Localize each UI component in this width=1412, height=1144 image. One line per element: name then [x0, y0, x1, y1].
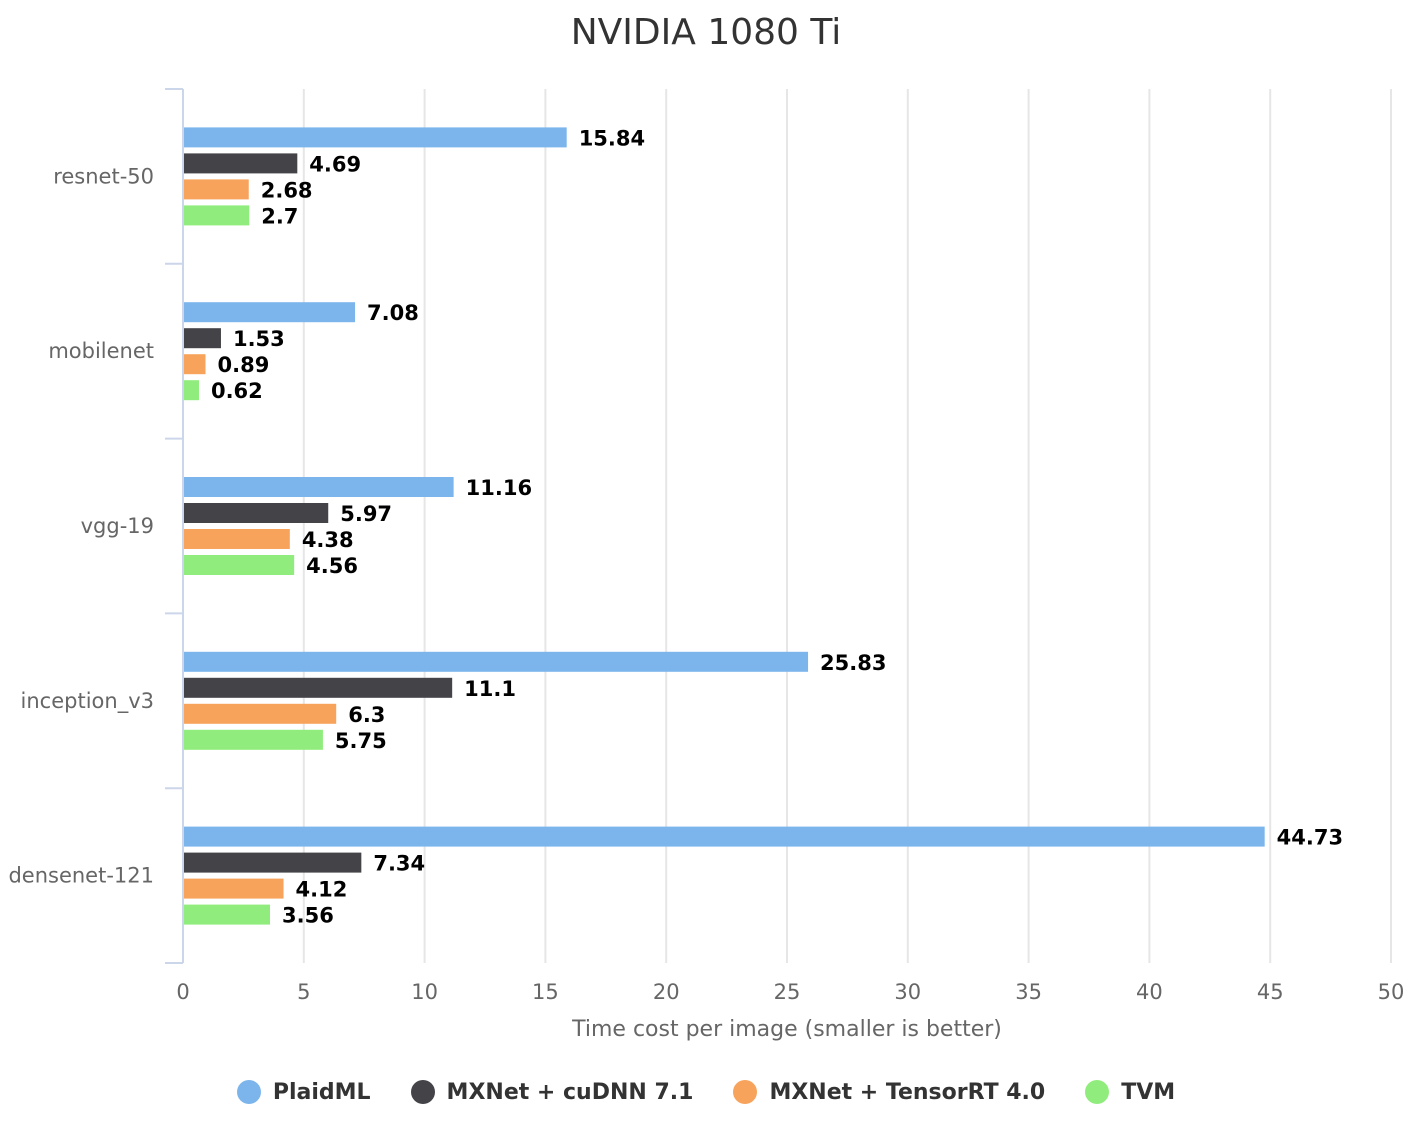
grid-lines: [302, 89, 1392, 963]
x-tick-label: 20: [653, 980, 680, 1004]
chart-title: NVIDIA 1080 Ti: [570, 12, 842, 53]
bar: [184, 354, 206, 375]
bar: [184, 529, 290, 549]
bar: [184, 651, 809, 672]
data-label: 4.69: [309, 152, 361, 176]
category-labels: resnet-50 mobilenet vgg-19 inception_v3dens…: [8, 164, 154, 887]
legend-item[interactable]: TVM: [1085, 1080, 1175, 1105]
data-label: 11.1: [464, 677, 516, 701]
legend-marker-icon: [733, 1080, 758, 1104]
legend-item[interactable]: PlaidML: [236, 1079, 371, 1105]
x-tick-label: 45: [1257, 980, 1284, 1004]
data-label: 2.68: [261, 178, 313, 202]
legend-marker-icon: [1085, 1080, 1110, 1104]
legend-label: PlaidML: [272, 1079, 371, 1105]
data-label: 7.34: [373, 852, 425, 876]
legend: PlaidML MXNet + cuDNN 7.1 MXNet + TensorRT…: [0, 1072, 1412, 1112]
bar: [184, 555, 295, 575]
bar: [184, 729, 323, 750]
legend-label: MXNet + TensorRT 4.0: [769, 1079, 1046, 1105]
data-label: 11.16: [466, 476, 532, 500]
data-label: 0.89: [218, 353, 270, 377]
data-label: 7.08: [367, 301, 419, 325]
data-label: 4.38: [302, 528, 354, 552]
category-label: densenet-121: [8, 864, 154, 888]
data-label: 1.53: [233, 327, 285, 351]
bar: [184, 852, 362, 873]
x-tick-label: 0: [176, 980, 189, 1004]
bar: [184, 503, 329, 523]
data-label: 44.73: [1277, 826, 1343, 850]
x-axis-ticks: 0 5 10 15 20 25 30 35 40 45 50: [176, 980, 1404, 1004]
x-tick-label: 10: [411, 980, 438, 1004]
data-label: 5.75: [335, 729, 387, 753]
bar: [184, 302, 356, 323]
bar: [184, 904, 271, 925]
legend-item[interactable]: MXNet + cuDNN 7.1: [410, 1079, 694, 1105]
bar: [184, 703, 337, 724]
bar: [184, 328, 221, 349]
category-label: inception_v3: [21, 689, 154, 714]
x-axis-title: Time cost per image (smaller is better): [571, 1017, 1002, 1042]
x-tick-label: 40: [1136, 980, 1163, 1004]
bar: [184, 153, 298, 174]
data-label: 2.7: [261, 204, 298, 228]
data-label: 6.3: [348, 703, 385, 727]
data-label: 4.56: [306, 554, 358, 578]
data-label: 3.56: [282, 904, 334, 928]
x-tick-label: 30: [894, 980, 921, 1004]
bar: [184, 179, 249, 200]
bar: [184, 878, 284, 899]
data-label: 0.62: [211, 379, 263, 403]
legend-label: TVM: [1121, 1079, 1176, 1105]
bar: [184, 127, 567, 148]
bars: [184, 127, 1265, 925]
legend-marker-icon: [236, 1080, 261, 1104]
bar: [184, 677, 453, 698]
data-label: 4.12: [296, 878, 348, 902]
category-label: vgg-19: [81, 514, 154, 538]
data-label: 25.83: [820, 651, 886, 675]
bar: [184, 477, 454, 497]
category-label: resnet-50: [53, 164, 154, 188]
data-label: 5.97: [340, 502, 392, 526]
data-label: 15.84: [579, 126, 645, 150]
x-tick-label: 25: [774, 980, 801, 1004]
x-tick-label: 35: [1015, 980, 1042, 1004]
legend-marker-icon: [410, 1080, 435, 1104]
data-labels: 15.84 4.692.682.7 7.08 1.530.890.62 11.16 5.9…: [211, 126, 1343, 927]
legend-label: MXNet + cuDNN 7.1: [446, 1079, 694, 1105]
x-tick-label: 50: [1378, 980, 1405, 1004]
y-axis: [165, 88, 184, 964]
category-label: mobilenet: [48, 339, 154, 363]
bar: [184, 380, 199, 401]
x-tick-label: 15: [532, 980, 559, 1004]
x-tick-label: 5: [297, 980, 310, 1004]
legend-item[interactable]: MXNet + TensorRT 4.0: [733, 1080, 1045, 1105]
bar: [184, 205, 250, 226]
bar: [184, 826, 1265, 847]
